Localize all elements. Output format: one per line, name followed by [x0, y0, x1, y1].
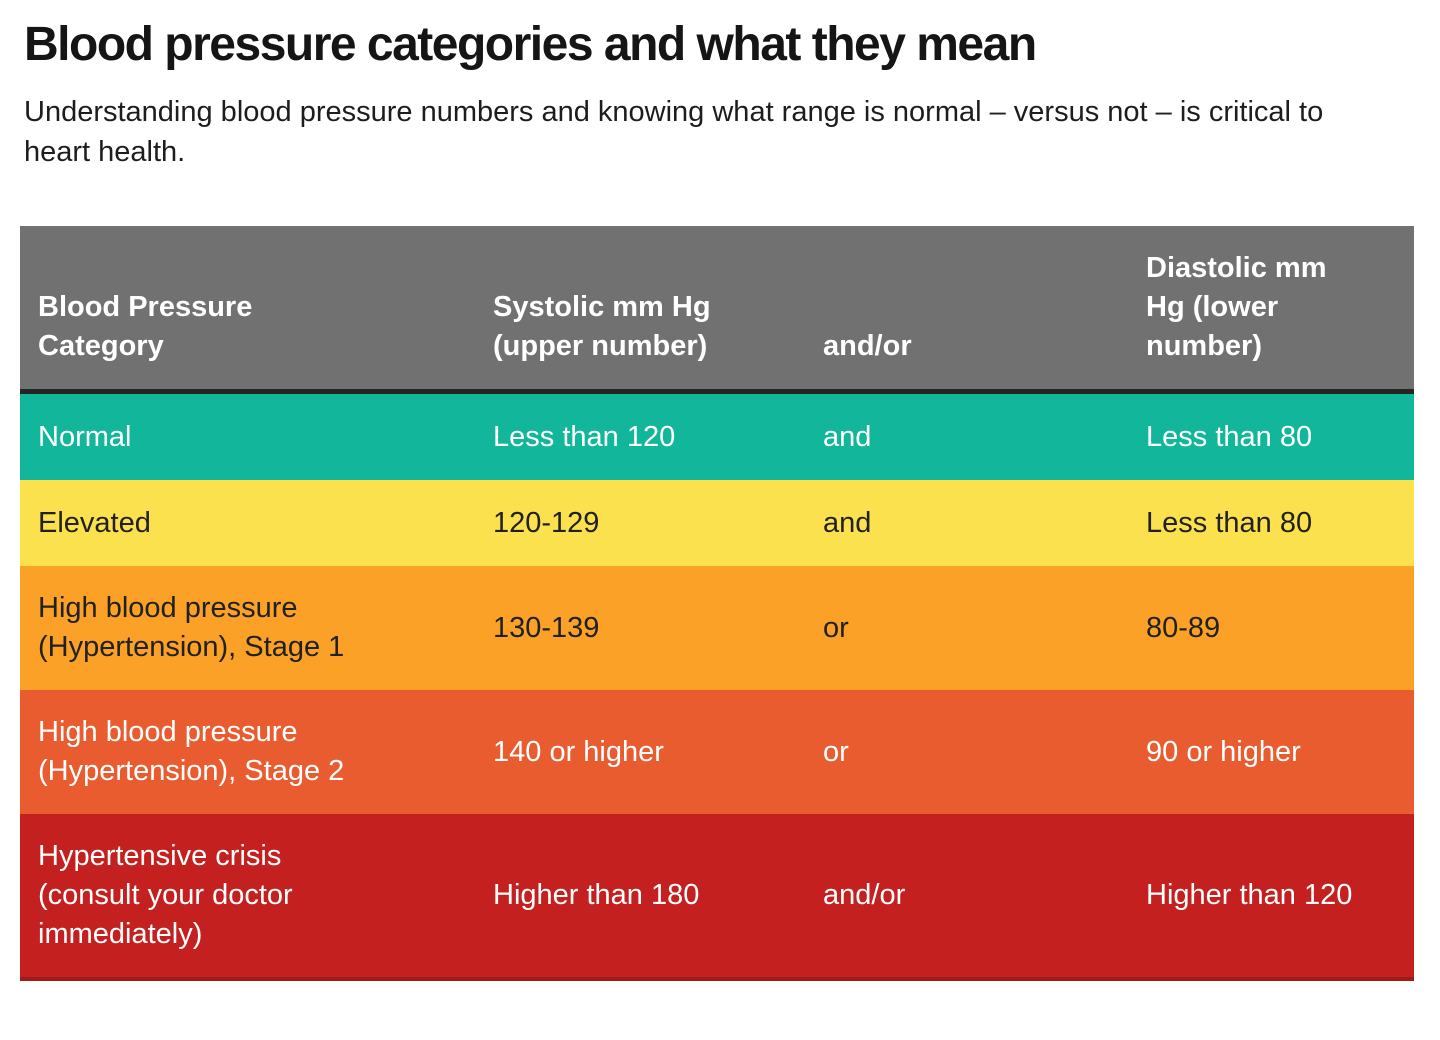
cell-category: Elevated [20, 480, 475, 566]
column-header-andor: and/or [805, 226, 1128, 389]
diastolic-value: 80-89 [1146, 611, 1221, 644]
cell-diastolic: 90 or higher [1128, 690, 1414, 814]
column-header-category: Blood Pressure Category [20, 226, 475, 389]
column-header-systolic: Systolic mm Hg (upper number) [475, 226, 805, 389]
connector-label: and/or [823, 879, 906, 912]
cell-category: High blood pressure (Hypertension), Stag… [20, 566, 475, 690]
cell-systolic: 120-129 [475, 480, 805, 566]
connector-label: or [823, 735, 849, 768]
cell-connector: and [805, 480, 1128, 566]
systolic-value: 130-139 [493, 611, 600, 644]
diastolic-value: Less than 80 [1146, 506, 1313, 539]
page-subtitle: Understanding blood pressure numbers and… [24, 96, 1324, 169]
cell-category: High blood pressure (Hypertension), Stag… [20, 690, 475, 814]
connector-label: and [823, 506, 872, 539]
category-label: High blood pressure (Hypertension), Stag… [38, 592, 345, 664]
systolic-value: 140 or higher [493, 735, 664, 768]
category-label: High blood pressure (Hypertension), Stag… [38, 716, 345, 788]
category-label: Elevated [38, 506, 151, 539]
table-header-row: Blood Pressure Category Systolic mm Hg (… [20, 226, 1414, 395]
cell-connector: and/or [805, 814, 1128, 977]
systolic-value: Less than 120 [493, 420, 676, 453]
cell-connector: or [805, 566, 1128, 690]
column-header-category-label: Blood Pressure Category [38, 291, 253, 363]
diastolic-value: Higher than 120 [1146, 879, 1353, 912]
cell-systolic: Higher than 180 [475, 814, 805, 977]
blood-pressure-table: Blood Pressure Category Systolic mm Hg (… [20, 226, 1414, 982]
table-row-hypertensive-crisis: Hypertensive crisis (consult your doctor… [20, 814, 1414, 982]
connector-label: and [823, 420, 872, 453]
column-header-diastolic: Diastolic mm Hg (lower number) [1128, 226, 1414, 389]
column-header-systolic-label: Systolic mm Hg (upper number) [493, 291, 711, 363]
cell-connector: and [805, 394, 1128, 480]
cell-category: Normal [20, 394, 475, 480]
column-header-andor-label: and/or [823, 330, 912, 363]
column-header-diastolic-label: Diastolic mm Hg (lower number) [1146, 252, 1327, 363]
category-label: Hypertensive crisis (consult your doctor… [38, 840, 293, 951]
cell-connector: or [805, 690, 1128, 814]
cell-diastolic: Less than 80 [1128, 394, 1414, 480]
cell-diastolic: Less than 80 [1128, 480, 1414, 566]
table-row-hypertension-stage-2: High blood pressure (Hypertension), Stag… [20, 690, 1414, 815]
category-label: Normal [38, 420, 132, 453]
cell-category: Hypertensive crisis (consult your doctor… [20, 814, 475, 977]
table-row-normal: Normal Less than 120 and Less than 80 [20, 394, 1414, 481]
cell-systolic: Less than 120 [475, 394, 805, 480]
systolic-value: 120-129 [493, 506, 600, 539]
cell-systolic: 140 or higher [475, 690, 805, 814]
cell-diastolic: 80-89 [1128, 566, 1414, 690]
cell-diastolic: Higher than 120 [1128, 814, 1414, 977]
table-row-hypertension-stage-1: High blood pressure (Hypertension), Stag… [20, 566, 1414, 691]
page: Blood pressure categories and what they … [0, 18, 1440, 1040]
diastolic-value: Less than 80 [1146, 420, 1313, 453]
page-title: Blood pressure categories and what they … [24, 18, 1037, 71]
diastolic-value: 90 or higher [1146, 735, 1301, 768]
connector-label: or [823, 611, 849, 644]
cell-systolic: 130-139 [475, 566, 805, 690]
table-row-elevated: Elevated 120-129 and Less than 80 [20, 480, 1414, 567]
systolic-value: Higher than 180 [493, 879, 700, 912]
